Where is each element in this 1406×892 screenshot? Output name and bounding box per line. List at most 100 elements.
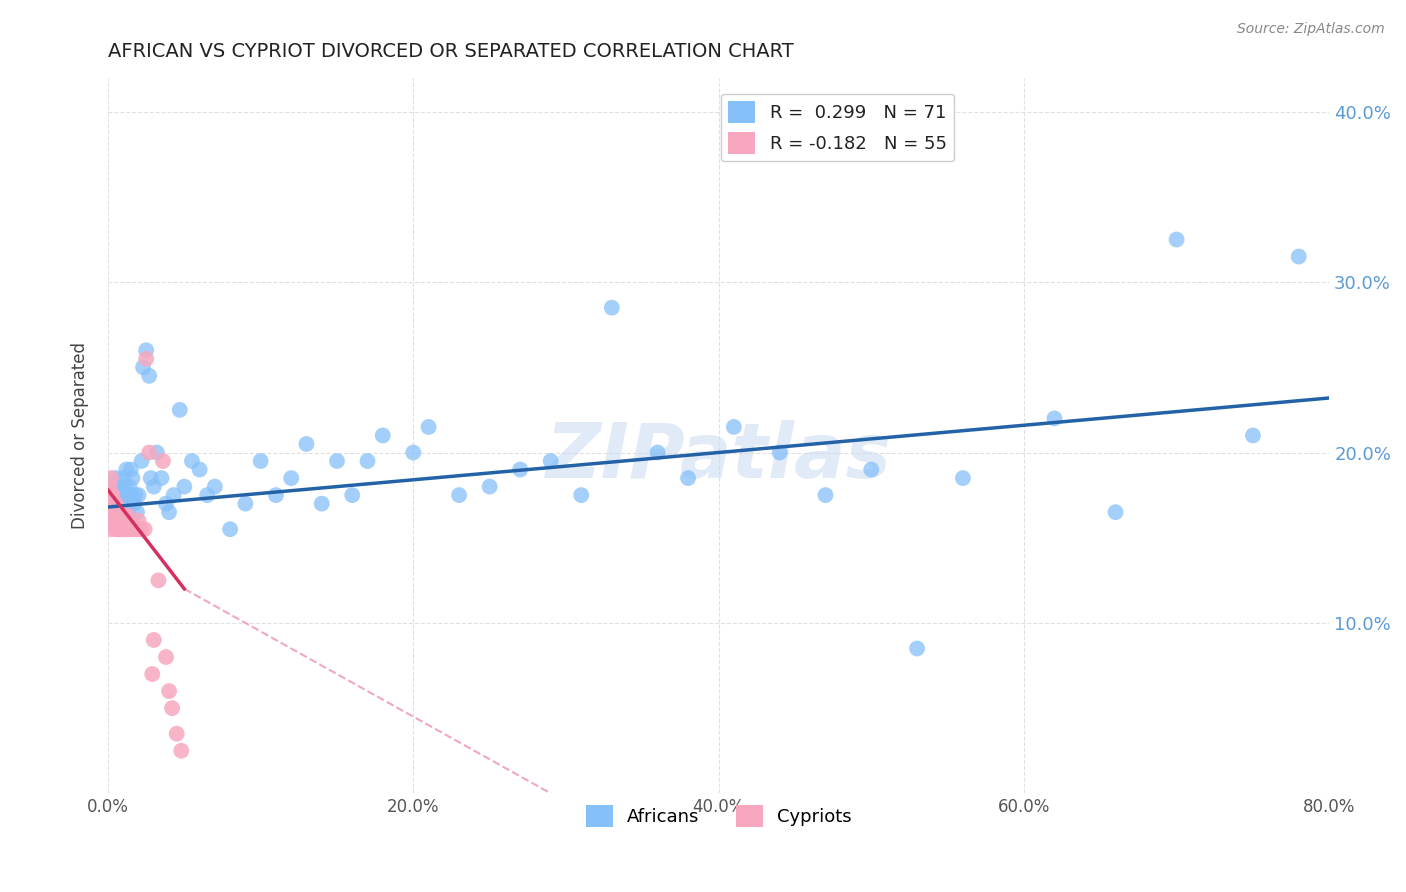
Point bbox=[98, 480, 121, 494]
Point bbox=[103, 480, 125, 494]
Point bbox=[120, 488, 142, 502]
Point bbox=[249, 454, 271, 468]
Point bbox=[1166, 232, 1188, 246]
Point bbox=[295, 437, 318, 451]
Point bbox=[155, 497, 177, 511]
Point bbox=[105, 508, 128, 523]
Point bbox=[769, 445, 792, 459]
Point bbox=[449, 488, 471, 502]
Point bbox=[600, 301, 623, 315]
Point bbox=[169, 403, 191, 417]
Point bbox=[162, 488, 184, 502]
Point bbox=[114, 480, 136, 494]
Point bbox=[138, 368, 160, 383]
Point bbox=[188, 462, 211, 476]
Point bbox=[104, 497, 127, 511]
Point bbox=[108, 480, 131, 494]
Legend: Africans, Cypriots: Africans, Cypriots bbox=[578, 798, 859, 834]
Point bbox=[105, 505, 128, 519]
Point bbox=[107, 488, 129, 502]
Point bbox=[118, 522, 141, 536]
Point bbox=[107, 508, 129, 523]
Point bbox=[166, 727, 188, 741]
Point bbox=[105, 500, 128, 514]
Point bbox=[103, 514, 125, 528]
Point bbox=[132, 360, 155, 375]
Point bbox=[115, 522, 138, 536]
Point bbox=[122, 518, 145, 533]
Point bbox=[125, 522, 148, 536]
Point bbox=[124, 488, 146, 502]
Point bbox=[128, 514, 150, 528]
Point bbox=[101, 497, 124, 511]
Point bbox=[540, 454, 562, 468]
Point bbox=[135, 343, 157, 358]
Point bbox=[418, 420, 440, 434]
Y-axis label: Divorced or Separated: Divorced or Separated bbox=[72, 342, 89, 529]
Point bbox=[142, 632, 165, 647]
Point bbox=[814, 488, 837, 502]
Point bbox=[104, 497, 127, 511]
Point bbox=[98, 514, 121, 528]
Point bbox=[98, 488, 121, 502]
Point bbox=[160, 701, 183, 715]
Point bbox=[155, 650, 177, 665]
Text: ZIPatlas: ZIPatlas bbox=[546, 420, 891, 494]
Point bbox=[121, 471, 143, 485]
Point bbox=[723, 420, 745, 434]
Point bbox=[100, 471, 122, 485]
Point bbox=[108, 510, 131, 524]
Point bbox=[115, 462, 138, 476]
Point bbox=[112, 514, 135, 528]
Point bbox=[204, 480, 226, 494]
Point bbox=[157, 684, 180, 698]
Text: AFRICAN VS CYPRIOT DIVORCED OR SEPARATED CORRELATION CHART: AFRICAN VS CYPRIOT DIVORCED OR SEPARATED… bbox=[108, 42, 794, 61]
Point bbox=[326, 454, 349, 468]
Point bbox=[1104, 505, 1126, 519]
Point bbox=[676, 471, 699, 485]
Point bbox=[111, 510, 134, 524]
Point bbox=[135, 351, 157, 366]
Point bbox=[146, 445, 169, 459]
Point bbox=[114, 522, 136, 536]
Point bbox=[157, 505, 180, 519]
Point bbox=[1288, 250, 1310, 264]
Point bbox=[1241, 428, 1264, 442]
Point bbox=[117, 505, 139, 519]
Point bbox=[173, 480, 195, 494]
Point bbox=[100, 497, 122, 511]
Point bbox=[142, 480, 165, 494]
Point bbox=[111, 522, 134, 536]
Point bbox=[342, 488, 364, 502]
Point bbox=[1043, 411, 1066, 425]
Point bbox=[402, 445, 425, 459]
Point bbox=[647, 445, 669, 459]
Point bbox=[170, 744, 193, 758]
Point bbox=[509, 462, 531, 476]
Point bbox=[104, 471, 127, 485]
Text: Source: ZipAtlas.com: Source: ZipAtlas.com bbox=[1237, 22, 1385, 37]
Point bbox=[150, 471, 173, 485]
Point bbox=[107, 517, 129, 532]
Point bbox=[280, 471, 302, 485]
Point bbox=[131, 522, 153, 536]
Point bbox=[104, 522, 127, 536]
Point bbox=[115, 488, 138, 502]
Point bbox=[134, 522, 156, 536]
Point bbox=[264, 488, 287, 502]
Point bbox=[124, 522, 146, 536]
Point bbox=[100, 505, 122, 519]
Point bbox=[152, 454, 174, 468]
Point bbox=[181, 454, 204, 468]
Point bbox=[101, 514, 124, 528]
Point bbox=[117, 522, 139, 536]
Point bbox=[101, 488, 124, 502]
Point bbox=[138, 445, 160, 459]
Point bbox=[478, 480, 501, 494]
Point bbox=[118, 480, 141, 494]
Point bbox=[125, 505, 148, 519]
Point bbox=[112, 522, 135, 536]
Point bbox=[120, 522, 142, 536]
Point bbox=[122, 497, 145, 511]
Point bbox=[569, 488, 592, 502]
